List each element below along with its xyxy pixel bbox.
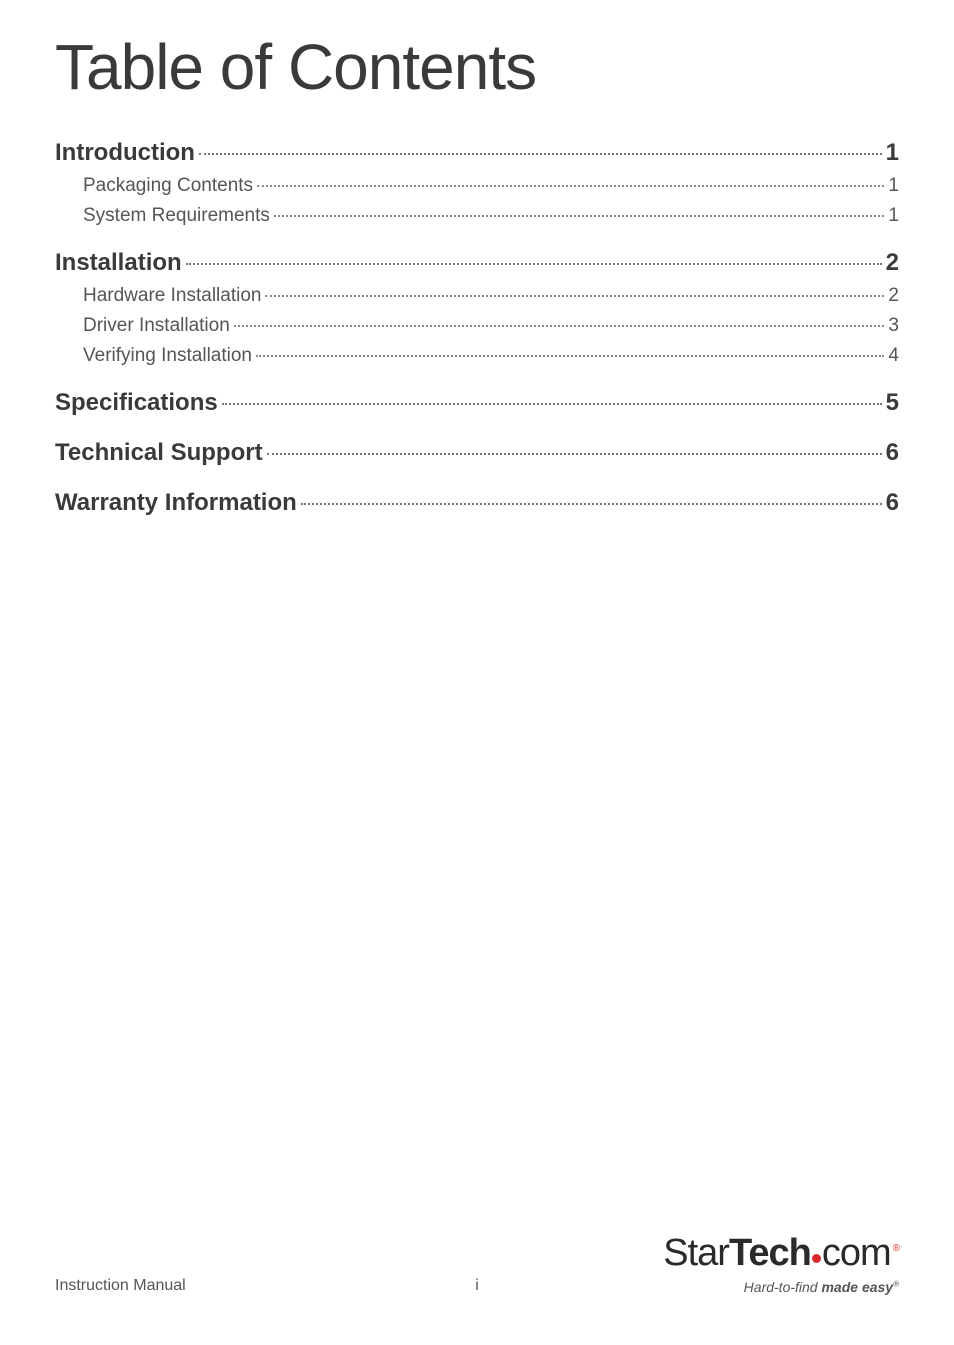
toc-leader-dots — [267, 453, 882, 455]
table-of-contents: Introduction 1 Packaging Contents 1 Syst… — [55, 139, 899, 517]
toc-leader-dots — [234, 325, 885, 327]
toc-section-label: Warranty Information — [55, 489, 297, 517]
toc-sub-page: 3 — [888, 315, 899, 337]
footer-branding: StarTechcom® Hard-to-find made easy® — [663, 1232, 899, 1295]
toc-sub-label: Hardware Installation — [83, 285, 261, 307]
page-title: Table of Contents — [55, 30, 899, 104]
toc-leader-dots — [256, 355, 884, 357]
startech-logo: StarTechcom® — [663, 1232, 899, 1275]
logo-dot-icon — [812, 1254, 821, 1263]
registered-mark: ® — [893, 1279, 899, 1288]
toc-section[interactable]: Installation 2 — [55, 249, 899, 277]
toc-leader-dots — [186, 263, 882, 265]
toc-section-label: Installation — [55, 249, 182, 277]
toc-section-page: 2 — [886, 249, 899, 277]
logo-part-tech: Tech — [729, 1232, 811, 1274]
page-number: i — [475, 1277, 479, 1295]
toc-sub-page: 1 — [888, 205, 899, 227]
footer-left-text: Instruction Manual — [55, 1277, 186, 1295]
toc-sub-label: Verifying Installation — [83, 345, 252, 367]
toc-section-label: Specifications — [55, 389, 218, 417]
toc-leader-dots — [199, 153, 882, 155]
toc-subsection[interactable]: Hardware Installation 2 — [83, 285, 899, 307]
toc-subsection[interactable]: Verifying Installation 4 — [83, 345, 899, 367]
toc-subsection[interactable]: Driver Installation 3 — [83, 315, 899, 337]
toc-leader-dots — [257, 185, 884, 187]
toc-section-page: 6 — [886, 439, 899, 467]
toc-section-label: Introduction — [55, 139, 195, 167]
toc-section[interactable]: Introduction 1 — [55, 139, 899, 167]
toc-section-page: 6 — [886, 489, 899, 517]
tagline-part1: Hard-to-find — [744, 1279, 822, 1295]
toc-section-label: Technical Support — [55, 439, 263, 467]
toc-sub-page: 1 — [888, 175, 899, 197]
toc-section-page: 5 — [886, 389, 899, 417]
toc-subsection[interactable]: System Requirements 1 — [83, 205, 899, 227]
toc-leader-dots — [265, 295, 884, 297]
toc-section-page: 1 — [886, 139, 899, 167]
toc-section[interactable]: Specifications 5 — [55, 389, 899, 417]
toc-subsection[interactable]: Packaging Contents 1 — [83, 175, 899, 197]
toc-leader-dots — [222, 403, 882, 405]
toc-sub-page: 2 — [888, 285, 899, 307]
toc-sub-label: System Requirements — [83, 205, 270, 227]
toc-section[interactable]: Technical Support 6 — [55, 439, 899, 467]
logo-tagline: Hard-to-find made easy® — [663, 1279, 899, 1295]
toc-sub-label: Packaging Contents — [83, 175, 253, 197]
document-page: Table of Contents Introduction 1 Packagi… — [0, 0, 954, 1345]
toc-leader-dots — [274, 215, 885, 217]
toc-sub-label: Driver Installation — [83, 315, 230, 337]
page-footer: Instruction Manual i StarTechcom® Hard-t… — [55, 1232, 899, 1295]
toc-section[interactable]: Warranty Information 6 — [55, 489, 899, 517]
logo-part-com: com — [822, 1232, 891, 1274]
registered-mark: ® — [893, 1243, 899, 1254]
logo-part-star: Star — [663, 1232, 729, 1274]
toc-sub-page: 4 — [888, 345, 899, 367]
logo-text: StarTechcom® — [663, 1232, 899, 1275]
tagline-part2: made easy — [821, 1279, 893, 1295]
toc-leader-dots — [301, 503, 882, 505]
